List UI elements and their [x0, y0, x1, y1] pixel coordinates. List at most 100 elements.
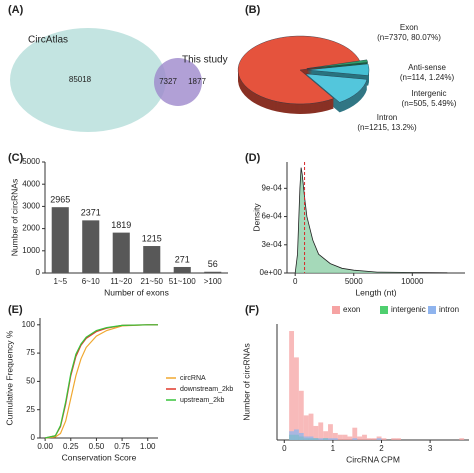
panel-label: (C) — [8, 152, 24, 164]
histogram-bar — [381, 438, 387, 440]
panel-label: (A) — [8, 4, 24, 16]
histogram-bar — [323, 438, 329, 440]
x-axis-label: Number of exons — [104, 287, 169, 297]
x-tick-label: 3 — [428, 444, 433, 453]
set-b-label: This study — [182, 55, 228, 66]
bar-value-label: 56 — [208, 259, 218, 269]
histogram-bar — [347, 436, 353, 440]
panel-label: (D) — [245, 152, 261, 164]
legend-label: exon — [343, 305, 360, 314]
bar — [51, 207, 69, 273]
line — [44, 324, 158, 439]
legend-label: downstream_2kb — [180, 386, 233, 393]
venn-count: 85018 — [69, 75, 92, 84]
histogram-bar — [337, 434, 343, 440]
x-tick-label: 6~10 — [82, 277, 101, 286]
x-tick-label: 2 — [379, 444, 384, 453]
histogram-bar — [303, 415, 309, 440]
histogram-bar — [308, 413, 314, 440]
histogram-bar — [289, 431, 295, 440]
legend-swatch — [428, 306, 436, 314]
histogram-bar — [294, 429, 299, 440]
pie-slice — [237, 35, 361, 105]
x-axis-label: Conservation Score — [62, 452, 137, 462]
y-tick-label: 50 — [26, 377, 35, 386]
histogram-bar — [313, 425, 319, 440]
y-tick-label: 6e-04 — [262, 212, 283, 221]
y-axis-label: Number of circRNAs — [9, 179, 19, 256]
y-tick-label: 9e-04 — [262, 183, 283, 192]
y-tick-label: 0 — [31, 433, 36, 442]
y-axis-label: Density — [251, 203, 261, 232]
y-tick-label: 2000 — [22, 224, 40, 233]
histogram-bar — [352, 438, 358, 440]
density-area — [295, 167, 448, 273]
x-tick-label: >100 — [204, 277, 223, 286]
histogram-bar — [318, 438, 324, 440]
panel-label: (F) — [245, 304, 259, 316]
histogram-bar — [294, 357, 299, 440]
x-tick-label: 0.75 — [114, 442, 130, 451]
histogram-bar — [289, 331, 295, 440]
panel-label: (E) — [8, 304, 23, 316]
histogram-bar — [332, 432, 338, 440]
pie-value-label: (n=505, 5.49%) — [402, 99, 457, 108]
bar — [143, 246, 161, 273]
panel-label: (B) — [245, 4, 261, 16]
pie-slice — [306, 63, 370, 76]
x-tick-label: 0.25 — [63, 442, 79, 451]
panel: (A) CircAtlas This study 85018 7327 1877 — [8, 4, 228, 132]
pie-slice — [306, 59, 369, 69]
legend-label: circRNA — [180, 375, 206, 382]
panel: (C) Number of exons Number of circRNAs 0 100… — [8, 152, 228, 297]
y-tick-label: 3e-04 — [262, 240, 283, 249]
y-tick-label: 0e+00 — [260, 268, 283, 277]
histogram-bar — [376, 438, 382, 440]
legend-swatch — [332, 306, 340, 314]
set-a-label: CircAtlas — [28, 35, 68, 46]
x-tick-label: 51~100 — [169, 277, 196, 286]
histogram-bar — [371, 438, 377, 440]
histogram-bar — [303, 436, 309, 440]
histogram-bar — [298, 432, 304, 440]
bar — [82, 220, 100, 273]
x-tick-label: 0.50 — [89, 442, 105, 451]
x-tick-label: 10000 — [401, 277, 424, 286]
histogram-bar — [332, 438, 338, 440]
y-tick-label: 3000 — [22, 202, 40, 211]
x-tick-label: 21~50 — [141, 277, 164, 286]
panel: (D) Length (nt) Density 0 5000 10000 0e+00 3e-0… — [245, 152, 465, 297]
set-b — [154, 58, 202, 106]
panel: (F) CircRNA CPM Number of circRNAs 0 1 2 3 exon… — [241, 304, 469, 464]
y-tick-label: 25 — [26, 405, 35, 414]
x-tick-label: 0.00 — [37, 442, 53, 451]
legend-swatch — [380, 306, 388, 314]
x-tick-label: 5000 — [345, 277, 363, 286]
bar-value-label: 1215 — [142, 233, 162, 243]
set-a — [10, 28, 166, 132]
histogram-bar — [308, 436, 314, 440]
histogram-bar — [298, 390, 304, 440]
panel: (B) Exon(n=7370, 80.07%) Anti-sense(n=114,… — [237, 4, 457, 132]
bar-value-label: 2965 — [50, 195, 70, 205]
bar — [173, 266, 191, 273]
y-tick-label: 4000 — [22, 179, 40, 188]
histogram-bar — [342, 434, 348, 440]
bar-value-label: 271 — [175, 254, 190, 264]
x-tick-label: 1 — [331, 444, 336, 453]
x-tick-label: 1.00 — [140, 442, 156, 451]
x-tick-label: 0 — [282, 444, 287, 453]
legend-label: upstream_2kb — [180, 397, 224, 404]
y-tick-label: 75 — [26, 348, 35, 357]
y-tick-label: 0 — [36, 268, 41, 277]
pie-label: Intergenic — [411, 89, 446, 98]
x-axis-label: Length (nt) — [355, 287, 396, 297]
x-tick-label: 0 — [293, 277, 298, 286]
y-axis-label: Cumulative Frequency % — [4, 330, 14, 425]
bar — [112, 232, 130, 273]
density-line — [294, 167, 448, 274]
pie-value-label: (n=1215, 13.2%) — [357, 123, 417, 132]
histogram-bar — [352, 427, 358, 440]
y-tick-label: 100 — [22, 320, 36, 329]
panel: (E) Conservation Score Cumulative Frequenc… — [4, 304, 233, 462]
